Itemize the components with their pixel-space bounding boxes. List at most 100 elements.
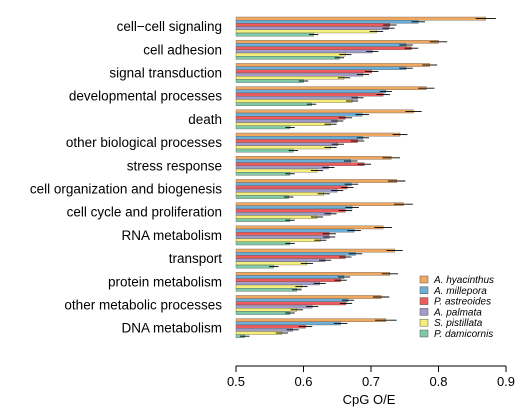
bar [235,205,353,210]
x-tick-label: 0.7 [362,374,380,389]
category-label: other biological processes [66,135,222,150]
x-tick-label: 0.5 [227,374,245,389]
bar [235,63,430,67]
bar [235,92,384,97]
bar [235,311,291,315]
bar [235,215,318,219]
bar [235,225,384,230]
bar [235,252,356,256]
category-label: stress response [127,158,222,173]
category-label: cell cycle and proliferation [67,205,222,220]
bar [235,119,338,123]
legend-swatch [419,297,429,305]
bar [235,165,329,170]
legend-swatch [419,286,429,295]
bar [235,195,289,199]
bar [235,102,312,106]
bar [235,278,341,282]
bar [235,188,338,193]
bar [235,99,353,103]
bar [235,20,419,24]
bar [235,162,365,166]
bar [235,212,331,216]
bar [235,192,324,196]
bar [235,321,341,326]
bar [235,32,314,37]
bar [235,218,291,222]
bar [235,241,291,246]
bar [235,298,349,302]
bar [235,132,401,137]
bar [235,16,486,21]
bar [235,235,330,239]
bar [235,318,387,322]
bar [235,308,297,312]
x-axis: 0.5 0.6 0.7 0.8 0.9 [227,365,515,389]
x-tick-label: 0.8 [429,374,447,389]
bar [235,79,304,83]
bar [235,331,283,335]
bar [235,142,339,146]
bar [235,156,392,160]
bar [235,281,320,286]
bar [235,49,373,54]
bar [235,202,404,206]
legend-label: A. millepora [433,286,487,297]
bar [235,69,372,74]
x-tick-label: 0.6 [294,374,312,389]
bar [235,275,345,279]
bar [235,272,391,276]
bar [235,258,326,262]
bar [235,43,407,47]
bar [235,112,363,117]
bar [235,255,346,259]
category-label: signal transduction [109,66,222,81]
bar [235,264,274,269]
bar [235,159,351,163]
x-axis-title: CpG O/E [343,392,396,407]
category-label: other metabolic processes [64,298,222,313]
bar [235,66,407,70]
bar [235,288,297,292]
legend-label: P. damicornis [434,329,493,340]
category-label: developmental processes [69,89,222,104]
legend-label: P. astreoides [434,297,491,308]
category-label: death [188,112,222,127]
bar [235,96,358,100]
bar [235,136,364,140]
bar [235,148,294,153]
bar [235,139,358,143]
legend-label: A. palmata [433,307,482,318]
bar [235,238,321,242]
bar [235,40,439,44]
bar [235,168,318,173]
category-label: RNA metabolism [121,228,222,243]
bar [235,179,397,183]
category-label: protein metabolism [108,274,222,289]
category-label: cell adhesion [143,42,222,57]
category-labels: cell−cell signaling cell adhesion signal t… [30,19,222,336]
bar [235,228,355,233]
bar [235,26,389,30]
bar [235,304,313,309]
bar [235,145,331,150]
x-tick-label: 0.9 [497,374,515,389]
legend-label: S. pistillata [434,318,483,329]
legend-label: A. hyacinthus [433,275,494,286]
bar [235,76,345,80]
bar [235,72,364,77]
bar [235,23,391,27]
category-label: DNA metabolism [121,321,222,336]
bar [235,109,414,114]
bar [235,116,346,120]
bar [235,52,346,57]
bar [235,208,346,213]
category-label: transport [169,251,223,266]
bar [235,232,330,236]
bar [235,56,340,60]
bar [235,122,331,126]
bar [235,182,352,186]
